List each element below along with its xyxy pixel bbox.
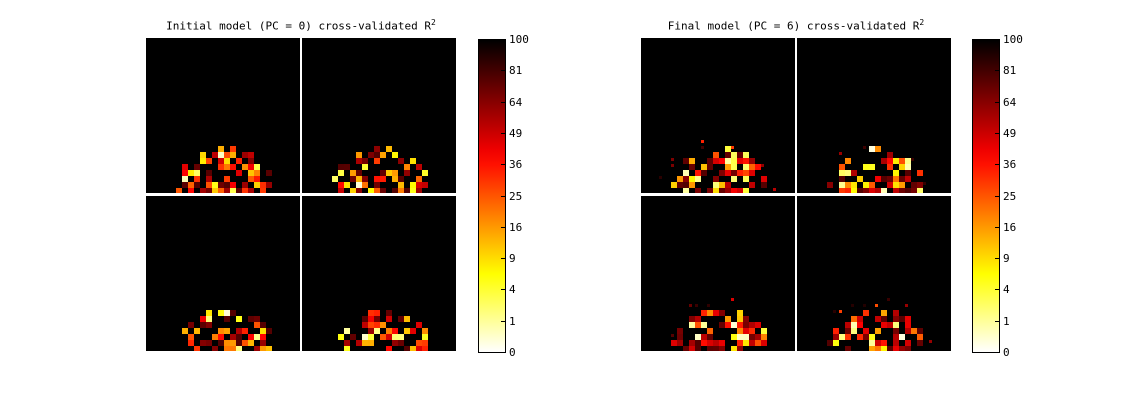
colorbar-tick-label: 100 [1003,33,1023,46]
left-slice-grid [146,38,456,352]
colorbar-tick [501,352,506,353]
colorbar-tick-label: 9 [509,252,516,266]
right-chart-title: Final model (PC = 6) cross-validated R2 [667,18,925,33]
colorbar-tick-label: 49 [509,126,523,140]
colorbar-tick-label: 100 [509,33,529,46]
colorbar-tick-label: 4 [1003,283,1010,297]
right-slice-grid [641,38,951,352]
colorbar-tick-label: 36 [1003,158,1017,172]
right-slice-2 [797,38,951,193]
left-slice-1 [146,38,300,193]
colorbar-tick [995,195,1000,197]
colorbar-tick [995,320,1000,322]
colorbar-tick-label: 81 [509,64,523,78]
colorbar-tick-label: 81 [1003,64,1017,78]
colorbar-tick [501,195,506,197]
colorbar-tick-label: 64 [1003,95,1017,109]
slice-heatmap [641,196,795,351]
slice-heatmap [797,38,951,193]
colorbar-tick [995,164,1000,166]
colorbar-tick [995,352,1000,353]
colorbar-tick [501,320,506,322]
colorbar-tick [501,132,506,134]
slice-heatmap [146,38,300,193]
left-slice-3 [146,196,300,351]
colorbar-tick-label: 16 [509,220,523,234]
slice-heatmap [641,38,795,193]
colorbar-tick-label: 0 [1003,346,1010,359]
colorbar-tick [501,39,506,40]
colorbar-tick [501,164,506,166]
colorbar-tick [501,70,506,72]
slice-heatmap [302,38,456,193]
colorbar-tick-label: 4 [509,283,516,297]
colorbar-tick [995,132,1000,134]
colorbar-tick-label: 36 [509,158,523,172]
left-slice-4 [302,196,456,351]
colorbar-tick [995,258,1000,260]
colorbar-tick-label: 49 [1003,126,1017,140]
right-slice-4 [797,196,951,351]
colorbar-tick-label: 9 [1003,252,1010,266]
colorbar-tick-label: 1 [1003,314,1010,328]
slice-heatmap [797,196,951,351]
colorbar-tick [995,70,1000,72]
colorbar-tick [501,101,506,103]
colorbar-tick-label: 25 [509,189,523,203]
colorbar-tick [995,39,1000,40]
colorbar-tick [501,226,506,228]
colorbar-tick-label: 1 [509,314,516,328]
colorbar-tick-label: 64 [509,95,523,109]
colorbar-tick [995,101,1000,103]
colorbar-tick-label: 0 [509,346,516,359]
colorbar-tick-label: 25 [1003,189,1017,203]
right-slice-1 [641,38,795,193]
colorbar-tick-label: 16 [1003,220,1017,234]
right-slice-3 [641,196,795,351]
left-chart-title: Initial model (PC = 0) cross-validated R… [166,18,436,33]
slice-heatmap [302,196,456,351]
slice-heatmap [146,196,300,351]
colorbar-tick [501,258,506,260]
colorbar-tick [995,289,1000,291]
colorbar-tick [501,289,506,291]
colorbar-tick [995,226,1000,228]
left-slice-2 [302,38,456,193]
